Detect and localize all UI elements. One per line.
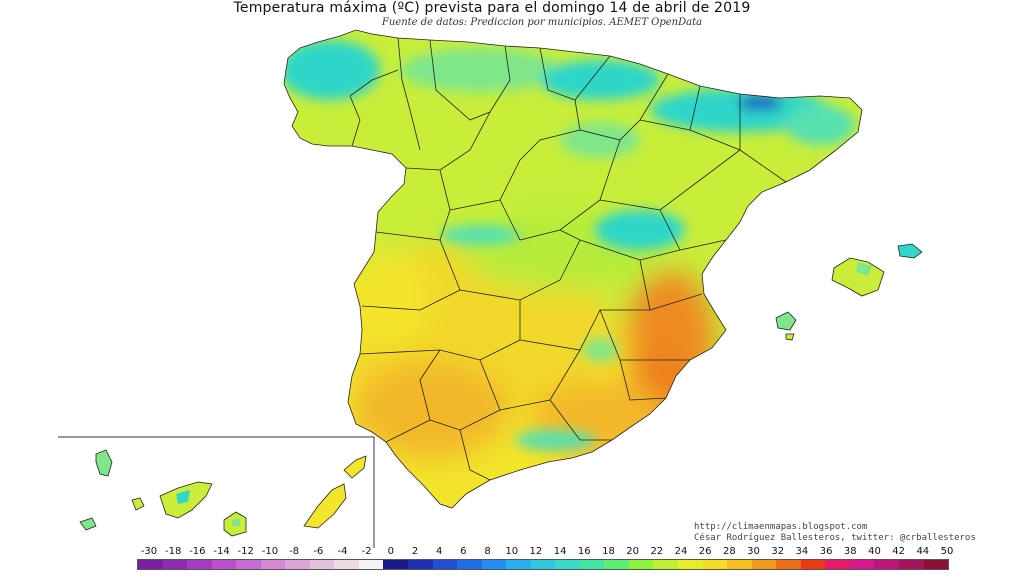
legend-label: 0: [387, 546, 394, 557]
legend-label: 20: [626, 546, 639, 557]
legend-label: -12: [237, 546, 254, 557]
legend-label: -18: [165, 546, 182, 557]
legend-swatch: [849, 560, 875, 569]
legend-swatch: [653, 560, 679, 569]
legend-label: -14: [213, 546, 230, 557]
map-subtitle: Fuente de datos: Prediccion por municipi…: [381, 17, 703, 28]
map-title: Temperatura máxima (ºC) prevista para el…: [233, 0, 751, 16]
legend-label: -2: [361, 546, 372, 557]
legend-swatch: [138, 560, 163, 569]
legend-label: 8: [484, 546, 491, 557]
legend-label: 42: [892, 546, 905, 557]
legend-swatch: [678, 560, 703, 569]
legend-label: -8: [289, 546, 300, 557]
legend-swatch: [555, 560, 580, 569]
legend-swatch: [309, 560, 335, 569]
legend-label: 6: [460, 546, 467, 557]
legend-swatch: [530, 560, 556, 569]
legend-swatch: [162, 560, 188, 569]
canary-islands-inset: [58, 436, 375, 548]
legend-label: 24: [674, 546, 688, 557]
legend-label: 10: [505, 546, 519, 557]
legend-swatch: [898, 560, 924, 569]
peninsula: [284, 30, 862, 508]
legend-swatch: [800, 560, 826, 569]
legend-swatch: [408, 560, 433, 569]
legend-swatch: [776, 560, 801, 569]
legend-swatch: [481, 560, 507, 569]
legend-swatch: [604, 560, 629, 569]
legend-label: -6: [313, 546, 324, 557]
legend-swatch: [260, 560, 286, 569]
legend-label: 12: [529, 546, 543, 557]
legend-swatch: [432, 560, 458, 569]
legend-label: 28: [722, 546, 736, 557]
legend-label: 14: [553, 546, 567, 557]
balearic-islands: [775, 243, 923, 341]
legend-swatch: [923, 560, 949, 569]
legend-swatch: [457, 560, 482, 569]
legend-swatch: [334, 560, 359, 569]
legend-label: 30: [747, 546, 760, 557]
legend-label: 38: [843, 546, 857, 557]
legend-swatch: [579, 560, 605, 569]
legend-label: 44: [916, 546, 930, 557]
legend-swatch: [187, 560, 212, 569]
legend-label: 22: [650, 546, 664, 557]
credits-author: César Rodríguez Ballesteros, twitter: @c…: [694, 533, 976, 543]
legend-label: 50: [940, 546, 954, 557]
legend-swatch: [628, 560, 654, 569]
legend-swatch: [285, 560, 310, 569]
legend-label: -30: [140, 546, 158, 557]
legend-label: 16: [577, 546, 591, 557]
legend-swatch: [751, 560, 777, 569]
credits: http://climaenmapas.blogspot.com César R…: [694, 522, 976, 544]
legend-swatch: [211, 560, 237, 569]
legend-swatch: [727, 560, 752, 569]
legend-swatch: [236, 560, 261, 569]
legend-labels: -30 -18 -16 -14 -12 -10 -8 -6 -4 -2 0 2 4 6 8 10 12 14 16 1…: [0, 546, 1024, 558]
legend-label: 18: [602, 546, 615, 557]
legend-swatch: [506, 560, 531, 569]
legend-label: 26: [698, 546, 712, 557]
legend-label: -16: [189, 546, 206, 557]
legend-label: 4: [435, 546, 443, 557]
legend-label: 2: [411, 546, 419, 557]
legend-swatch: [825, 560, 850, 569]
legend-label: -10: [261, 546, 279, 557]
legend-label: -4: [337, 546, 348, 557]
legend-label: 32: [771, 546, 785, 557]
legend-label: 34: [795, 546, 809, 557]
credits-site[interactable]: http://climaenmapas.blogspot.com: [694, 522, 868, 532]
legend-swatch: [383, 560, 409, 569]
legend-swatch: [874, 560, 899, 569]
province-borders: [283, 29, 863, 509]
legend-swatch: [702, 560, 728, 569]
legend-label: 40: [868, 546, 881, 557]
legend-label: 36: [819, 546, 833, 557]
legend-swatch: [358, 560, 384, 569]
color-legend: [137, 559, 949, 570]
